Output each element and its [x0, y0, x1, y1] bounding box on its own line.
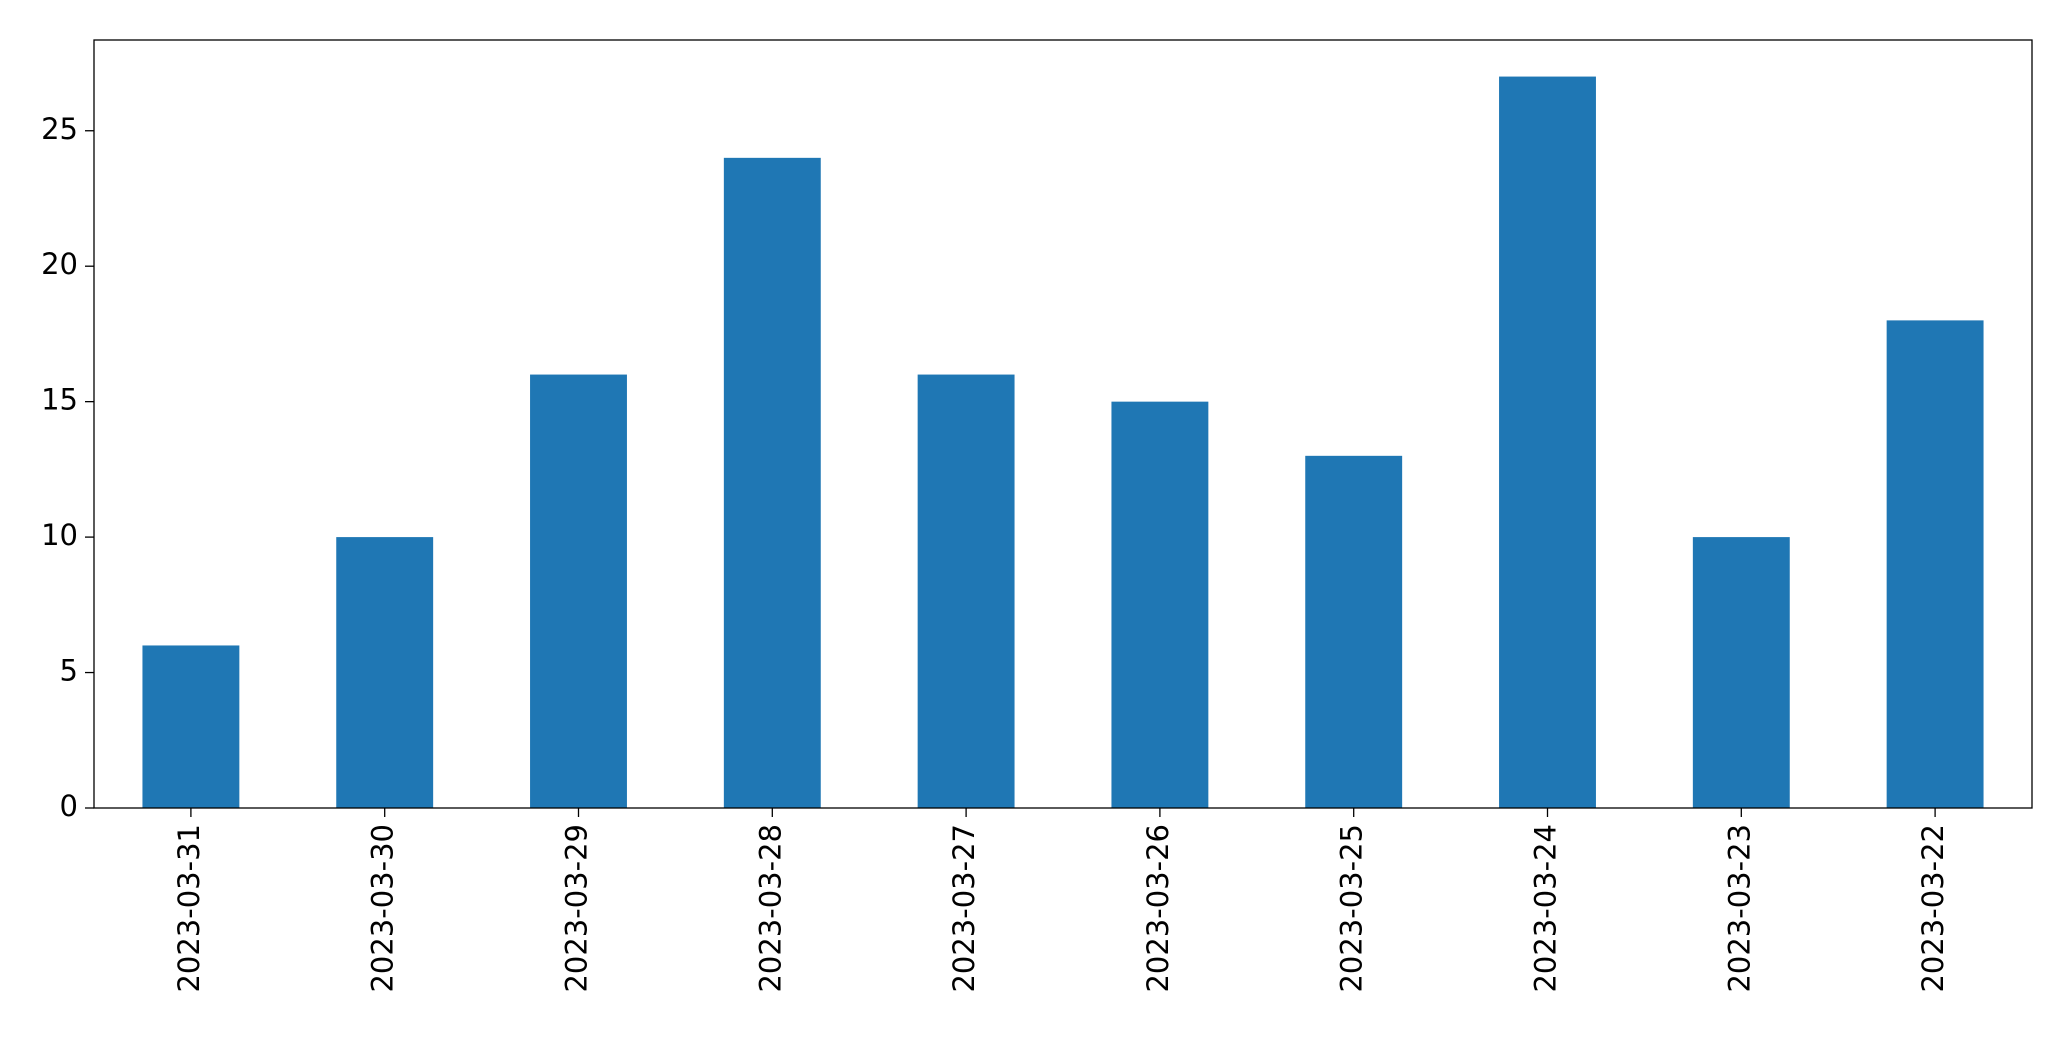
- bar: [530, 374, 627, 808]
- x-tick-label: 2023-03-30: [366, 824, 400, 993]
- x-tick-label: 2023-03-31: [172, 824, 206, 993]
- plot-frame: [93, 39, 2033, 809]
- bar: [336, 537, 434, 808]
- bar: [1305, 455, 1403, 808]
- bar: [142, 645, 240, 808]
- y-tick-label: 25: [41, 112, 78, 146]
- bar: [1111, 401, 1209, 808]
- x-tick-label: 2023-03-28: [753, 824, 787, 993]
- x-tick-label: 2023-03-27: [947, 824, 981, 993]
- bar: [1886, 320, 1984, 808]
- y-tick-label: 10: [41, 518, 78, 552]
- x-tick-label: 2023-03-22: [1916, 824, 1950, 993]
- y-tick-label: 15: [41, 383, 78, 417]
- x-tick-label: 2023-03-29: [560, 824, 594, 993]
- y-tick-label: 20: [41, 247, 78, 281]
- x-tick-label: 2023-03-25: [1335, 824, 1369, 993]
- bar: [723, 157, 821, 809]
- bar: [1499, 76, 1596, 809]
- x-tick-label: 2023-03-24: [1529, 824, 1563, 993]
- bar: [1692, 537, 1790, 808]
- y-tick-label: 5: [60, 654, 78, 688]
- x-tick-label: 2023-03-26: [1141, 824, 1175, 993]
- x-tick-label: 2023-03-23: [1722, 824, 1756, 993]
- y-tick-label: 0: [60, 789, 78, 823]
- bar: [917, 374, 1015, 808]
